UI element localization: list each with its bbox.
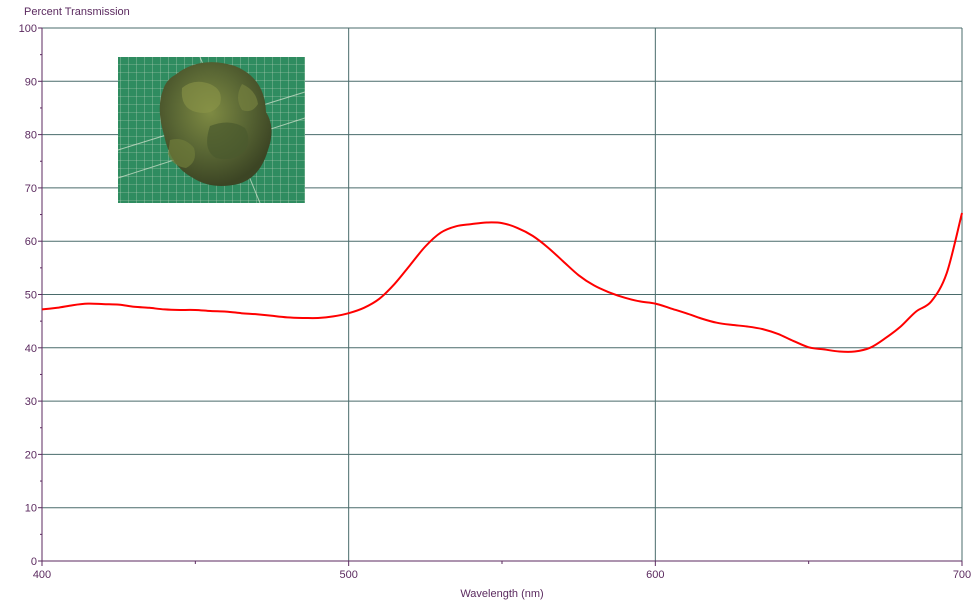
- x-tick-label: 600: [646, 569, 664, 581]
- x-tick-label: 500: [339, 569, 357, 581]
- x-tick-label: 700: [953, 569, 971, 581]
- y-tick-label: 20: [25, 449, 37, 461]
- y-tick-label: 50: [25, 290, 37, 302]
- y-tick-label: 90: [25, 76, 37, 88]
- series-line: [41, 212, 963, 353]
- y-tick-label: 100: [19, 23, 37, 35]
- series-layer: [41, 212, 963, 353]
- x-axis-label: Wavelength (nm): [460, 588, 543, 600]
- y-tick-label: 70: [25, 183, 37, 195]
- y-tick-label: 0: [31, 556, 37, 568]
- y-tick-label: 40: [25, 343, 37, 355]
- x-tick-label: 400: [33, 569, 51, 581]
- y-axis-label: Percent Transmission: [24, 6, 130, 18]
- y-tick-label: 10: [25, 503, 37, 515]
- y-tick-label: 60: [25, 236, 37, 248]
- axes: 0 10 20 30 40 50 60 70 80 90 100 400 500 600 700: [19, 23, 972, 581]
- broccoli-photo: [117, 56, 306, 204]
- y-tick-label: 80: [25, 130, 37, 142]
- y-tick-label: 30: [25, 396, 37, 408]
